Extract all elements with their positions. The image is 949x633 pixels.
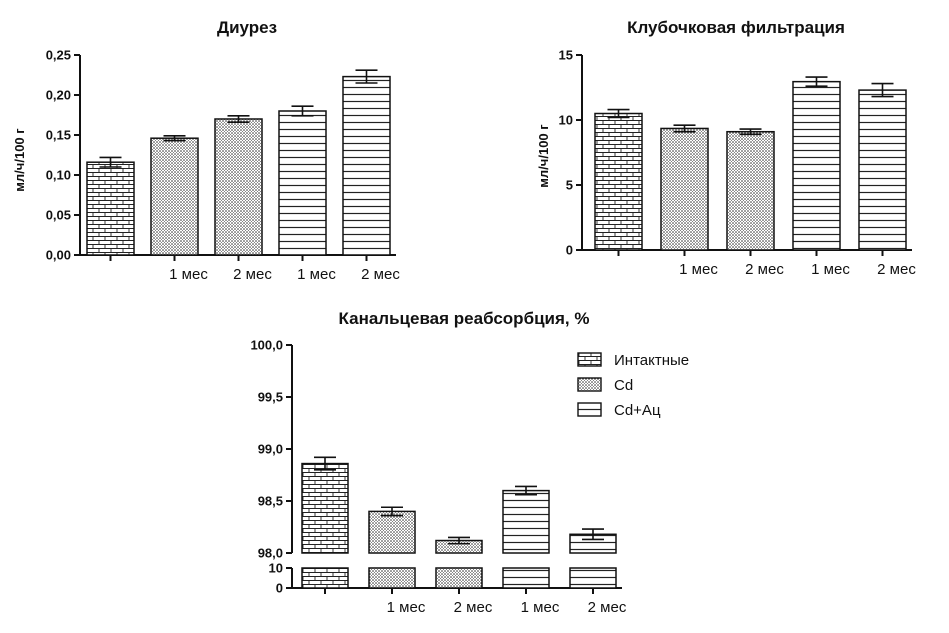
error-bar [381,506,403,517]
x-tick-label: 1 мес [679,261,718,278]
y-tick-label: 0,15 [46,128,71,143]
y-tick-label: 98,5 [258,494,283,509]
y-axis-label: мл/ч/100 г [536,124,551,188]
x-tick-label: 1 мес [521,599,560,616]
legend-label: Cd+Ац [614,402,661,419]
bar [368,510,416,554]
bar-lower-segment [569,567,617,589]
bar [502,489,550,554]
x-tick-label: 1 мес [811,261,850,278]
error-bar [871,82,894,98]
x-tick-label: 2 мес [233,266,272,283]
y-tick-label: 98,0 [258,546,283,561]
error-bar [291,105,314,117]
bar [858,89,907,251]
bar-lower-segment [502,567,550,589]
chart-title: Клубочковая фильтрация [627,18,845,37]
y-tick-label: 0,25 [46,48,71,63]
legend-label: Интактные [614,352,689,369]
bar-lower-segment [368,567,416,589]
y-axis-label: мл/ч/100 г [12,128,27,192]
y-tick-label-lower: 10 [269,561,283,576]
y-tick-label: 0,05 [46,208,71,223]
bar [214,118,263,256]
chart-tubular-reabsorption: Канальцевая реабсорбция, % 98,0 98,5 99,0 9… [250,309,689,616]
legend-entry: Интактные [577,352,689,369]
x-tick-label: 1 мес [387,599,426,616]
y-tick-label: 99,0 [258,442,283,457]
x-tick-label: 1 мес [169,266,208,283]
x-tick-label: 2 мес [361,266,400,283]
y-tick-label: 99,5 [258,390,283,405]
x-tick-label: 2 мес [877,261,916,278]
error-bar [805,76,828,87]
y-tick-label: 0 [566,243,573,258]
y-tick-label: 5 [566,178,573,193]
error-bar [99,156,122,168]
bar [660,127,709,251]
error-bar [314,456,336,471]
legend-entry: Cd [577,377,633,394]
bar [594,112,643,251]
bar [726,130,775,251]
y-tick-label: 0,10 [46,168,71,183]
bar [792,80,841,251]
y-tick-label: 0,00 [46,248,71,263]
x-tick-label: 2 мес [745,261,784,278]
error-bar [582,528,604,541]
error-bar [739,128,762,136]
bar [278,110,327,256]
bar [86,161,135,256]
x-tick-label: 2 мес [588,599,627,616]
chart-diurez: Диурез мл/ч/100 г 0,00 0,05 0,10 0,15 0,20 0,… [12,18,400,283]
error-bar [515,485,537,496]
legend-label: Cd [614,377,633,394]
bar [301,462,349,554]
y-tick-label-lower: 0 [276,581,283,596]
error-bar [355,69,378,84]
bar-lower-segment [435,567,483,589]
error-bar [163,135,186,142]
legend-entry: Cd+Ац [577,402,661,419]
chart-glomerular-filtration: Клубочковая фильтрация мл/ч/100 г 0 5 10 15… [536,18,916,278]
error-bar [448,536,470,545]
legend-swatch [577,402,602,417]
error-bar [607,108,630,119]
chart-title: Канальцевая реабсорбция, % [339,309,590,328]
y-tick-label: 15 [559,48,573,63]
legend-swatch [577,377,602,392]
x-tick-label: 1 мес [297,266,336,283]
error-bar [227,115,250,123]
chart-title: Диурез [217,18,277,37]
bar [150,137,199,256]
bar-lower-segment [301,567,349,589]
x-tick-label: 2 мес [454,599,493,616]
y-tick-label: 10 [559,113,573,128]
legend-swatch [577,352,602,367]
bar [342,75,391,256]
error-bar [673,124,696,133]
y-tick-label: 100,0 [250,338,283,353]
y-tick-label: 0,20 [46,88,71,103]
